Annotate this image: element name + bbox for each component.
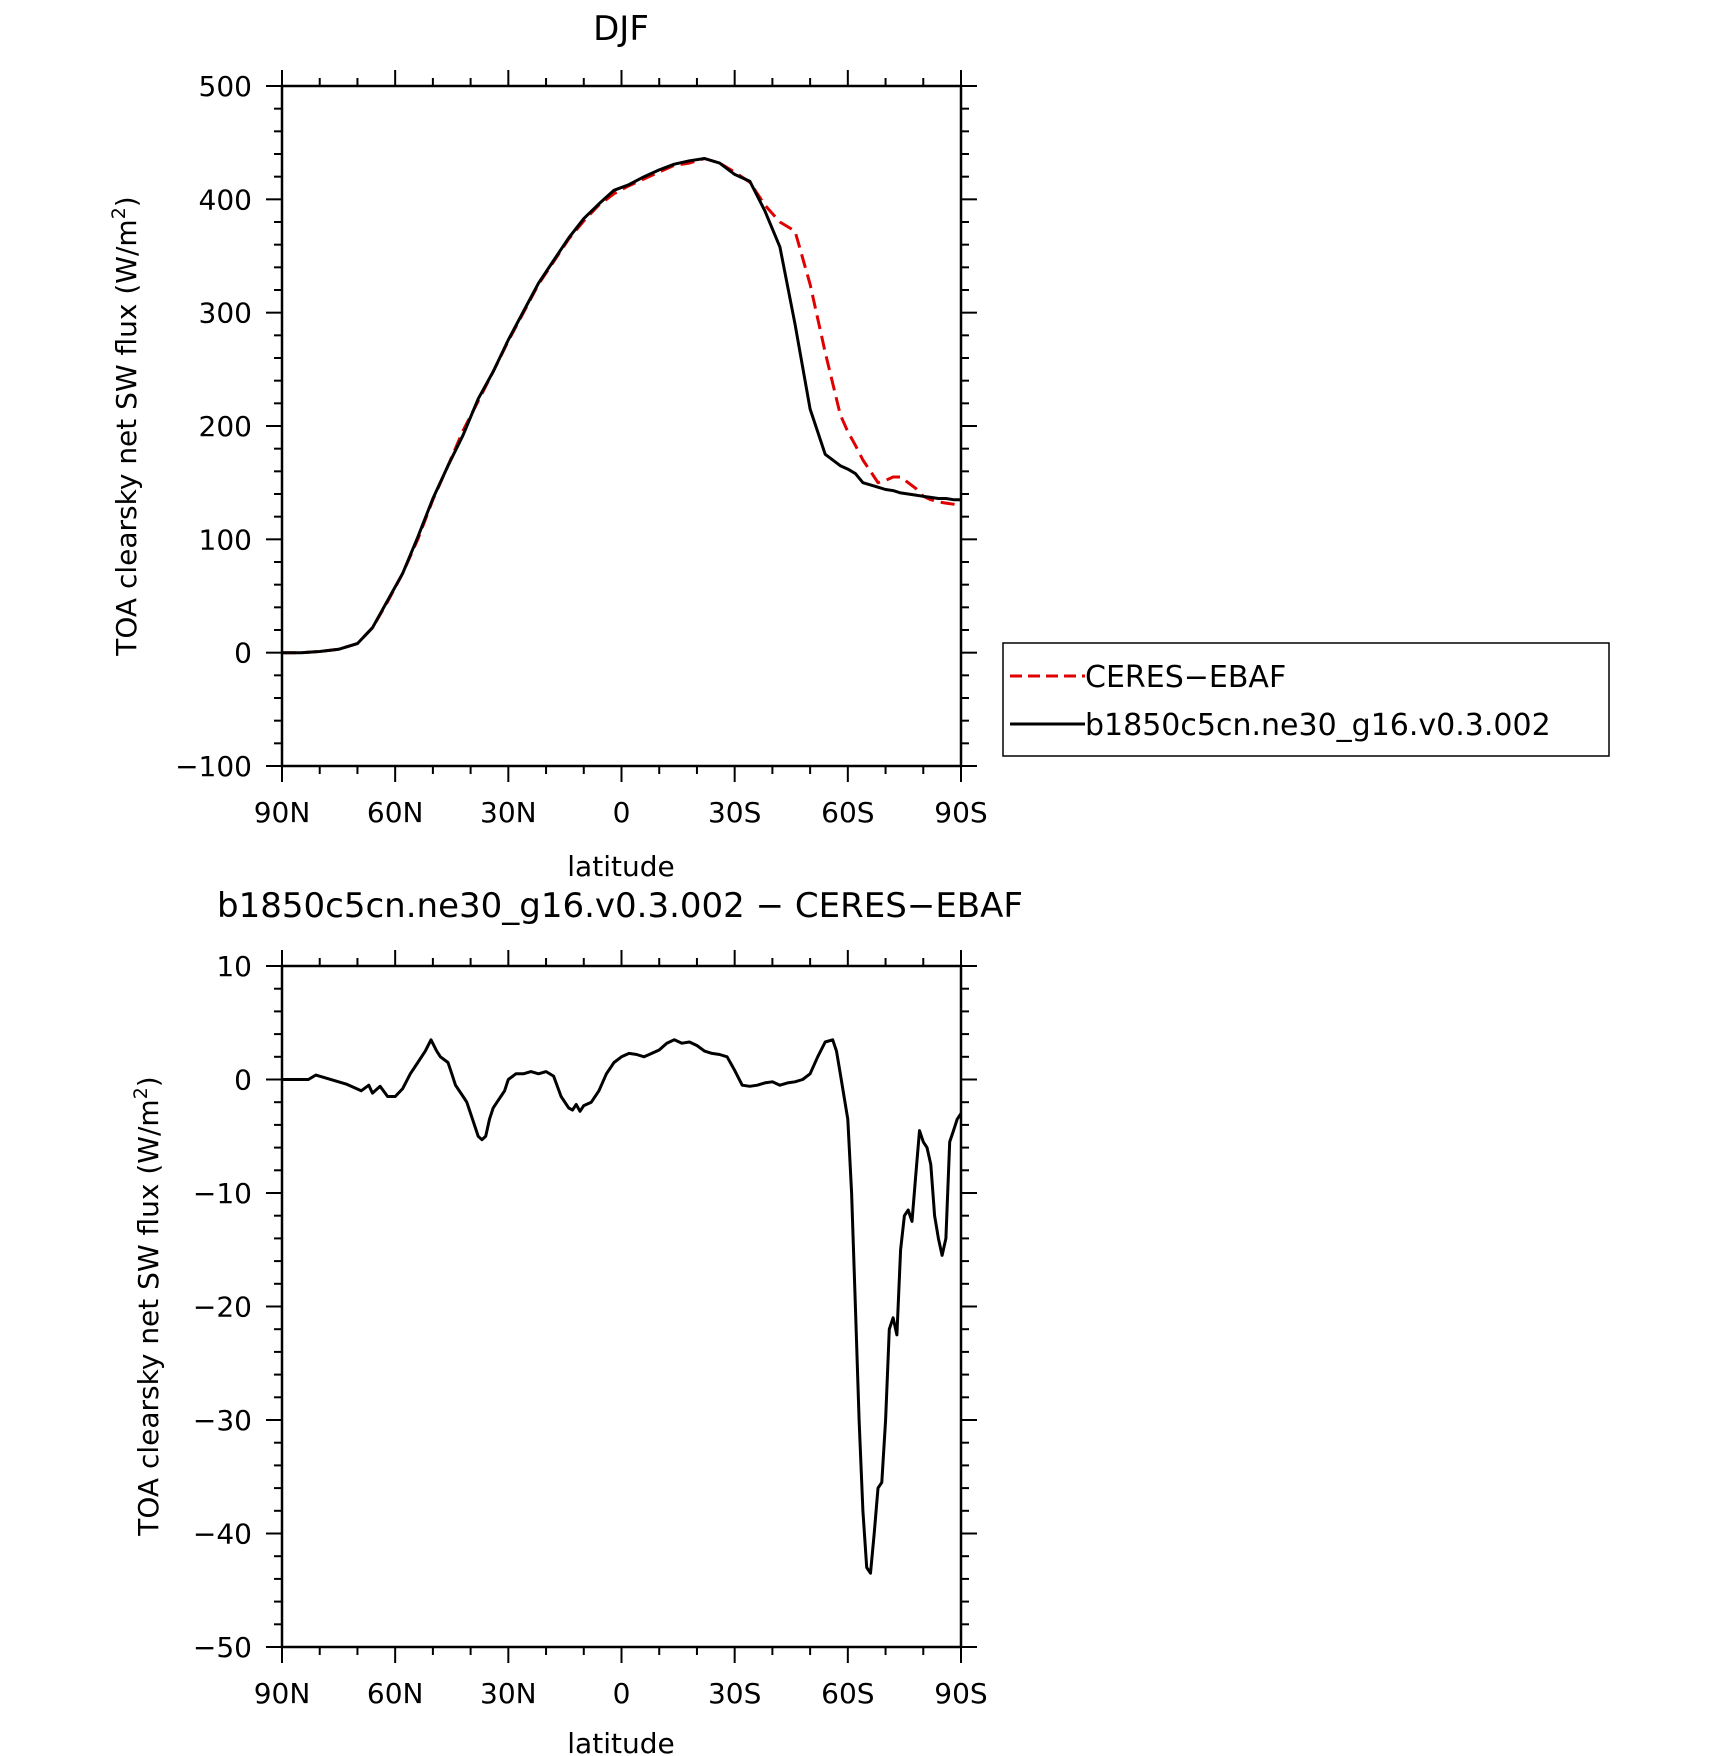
top-x-tick-label: 60S [821,796,874,829]
top-y-tick-label: 500 [199,70,252,103]
bottom-y-tick-label: −30 [193,1404,252,1437]
top-series-group [282,157,962,655]
top-y-axis-label-main: TOA clearsky net SW flux (W/m [110,219,143,656]
bottom-y-axis-label-main: TOA clearsky net SW flux (W/m [132,1099,165,1536]
bottom-x-tick-label: 60N [367,1677,424,1710]
top-y-tick-label: 300 [199,297,252,330]
top-x-tick-label: 30N [480,796,537,829]
top-x-tick-label: 90S [934,796,987,829]
top-x-axis-label: latitude [567,850,674,883]
top-y-tick-label: 100 [199,523,252,556]
top-chart-title: DJF [593,9,649,49]
bottom-y-tick-label: 10 [216,950,252,983]
top-series-line-ceres-ebaf [282,157,962,655]
legend-label-model: b1850c5cn.ne30_g16.v0.3.002 [1085,708,1551,743]
bottom-series-line-0 [282,1038,963,1575]
bottom-x-tick-label: 60S [821,1677,874,1710]
top-y-axis-label-superscript: 2 [108,207,130,219]
bottom-y-axis-label-superscript: 2 [130,1087,152,1099]
bottom-plot-frame [280,964,963,1649]
top-x-tick-label: 60N [367,796,424,829]
bottom-y-axis-label-end: ) [132,1076,165,1087]
bottom-axis-ticks [266,950,977,1663]
top-x-tick-label: 90N [254,796,311,829]
top-x-tick-label: 30S [708,796,761,829]
bottom-x-tick-label: 90S [934,1677,987,1710]
legend-box [1002,642,1610,757]
bottom-chart-title: b1850c5cn.ne30_g16.v0.3.002 − CERES−EBAF [217,886,1023,926]
top-axis-ticks [266,70,977,782]
bottom-y-tick-label: −10 [193,1177,252,1210]
bottom-y-axis-label: TOA clearsky net SW flux (W/m2) [130,1076,165,1536]
bottom-y-tick-label: −50 [193,1631,252,1664]
bottom-x-tick-label: 90N [254,1677,311,1710]
top-panel: DJF −100 0 100 200 300 400 500 90N 60N 30N 0 30S 60S… [108,9,1610,883]
bottom-y-tick-label: −40 [193,1518,252,1551]
top-plot-frame [280,84,963,768]
top-series-line-b1850c5cn-ne30-g16-v0-3-002 [282,157,961,655]
bottom-x-tick-label: 0 [613,1677,631,1710]
legend-label-ceres-ebaf: CERES−EBAF [1085,660,1286,695]
top-y-tick-label: 200 [199,410,252,443]
top-y-tick-label: 0 [234,637,252,670]
bottom-series-group [282,1038,963,1575]
bottom-x-tick-label: 30S [708,1677,761,1710]
bottom-y-tick-label: −20 [193,1291,252,1324]
top-y-tick-label: 400 [199,183,252,216]
legend: CERES−EBAF b1850c5cn.ne30_g16.v0.3.002 [1002,642,1610,757]
bottom-panel: b1850c5cn.ne30_g16.v0.3.002 − CERES−EBAF… [130,886,1023,1756]
top-y-axis-label-end: ) [110,196,143,207]
top-y-tick-label: −100 [175,750,252,783]
top-y-axis-label: TOA clearsky net SW flux (W/m2) [108,196,143,656]
top-x-tick-label: 0 [613,796,631,829]
top-tick-labels: −100 0 100 200 300 400 500 90N 60N 30N 0 30S 60S 90S [175,70,988,829]
bottom-tick-labels: −50 −40 −30 −20 −10 0 10 90N 60N 30N 0 30S 60S 90S [193,950,988,1710]
bottom-x-axis-label: latitude [567,1727,674,1756]
bottom-y-tick-label: 0 [234,1064,252,1097]
bottom-x-tick-label: 30N [480,1677,537,1710]
